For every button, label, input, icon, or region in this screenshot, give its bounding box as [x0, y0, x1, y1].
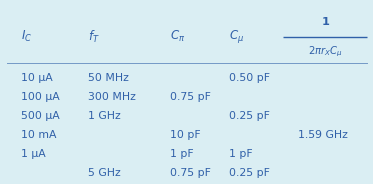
- Text: 500 μA: 500 μA: [21, 111, 59, 121]
- Text: 1 GHz: 1 GHz: [88, 111, 120, 121]
- Text: 10 μA: 10 μA: [21, 73, 52, 83]
- Text: 0.75 pF: 0.75 pF: [170, 92, 211, 102]
- Text: 300 MHz: 300 MHz: [88, 92, 135, 102]
- Text: $\mathit{C_{\pi}}$: $\mathit{C_{\pi}}$: [170, 29, 185, 44]
- Text: $\mathit{C_{\mu}}$: $\mathit{C_{\mu}}$: [229, 28, 244, 45]
- Text: $\mathit{2\pi r_X C_{\mu}}$: $\mathit{2\pi r_X C_{\mu}}$: [308, 44, 343, 59]
- Text: 0.25 pF: 0.25 pF: [229, 168, 270, 178]
- Text: $\mathit{I_C}$: $\mathit{I_C}$: [21, 29, 32, 44]
- Text: 1 pF: 1 pF: [170, 149, 193, 159]
- Text: 100 μA: 100 μA: [21, 92, 59, 102]
- Text: 0.50 pF: 0.50 pF: [229, 73, 270, 83]
- Text: 1 μA: 1 μA: [21, 149, 45, 159]
- Text: 10 pF: 10 pF: [170, 130, 200, 140]
- Text: 1: 1: [322, 17, 329, 27]
- Text: 1 pF: 1 pF: [229, 149, 253, 159]
- Text: 10 mA: 10 mA: [21, 130, 56, 140]
- Text: 0.75 pF: 0.75 pF: [170, 168, 211, 178]
- Text: 5 GHz: 5 GHz: [88, 168, 120, 178]
- Text: $\mathit{f_T}$: $\mathit{f_T}$: [88, 29, 99, 45]
- Text: 0.25 pF: 0.25 pF: [229, 111, 270, 121]
- Text: 50 MHz: 50 MHz: [88, 73, 129, 83]
- Text: 1.59 GHz: 1.59 GHz: [298, 130, 348, 140]
